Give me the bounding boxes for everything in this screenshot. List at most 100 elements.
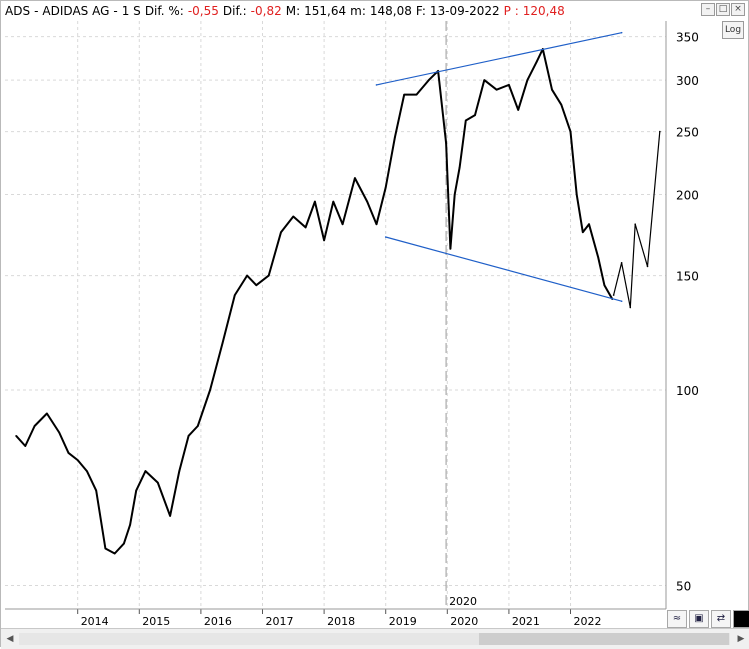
upper-trendline xyxy=(376,32,622,86)
data-point xyxy=(629,306,632,309)
maximize-icon[interactable]: □ xyxy=(716,3,730,16)
data-point xyxy=(428,79,430,81)
data-point xyxy=(483,79,486,81)
log-scale-button[interactable]: Log xyxy=(722,21,744,39)
data-point xyxy=(129,524,131,526)
data-point xyxy=(612,294,615,296)
data-point xyxy=(113,552,116,555)
data-point xyxy=(384,236,387,238)
data-point xyxy=(76,459,79,461)
data-point xyxy=(292,215,295,218)
max-value: 151,64 xyxy=(304,4,347,18)
chart-tools: ≈ ▣ ⇄ ■ xyxy=(667,610,749,628)
data-point xyxy=(144,470,147,472)
data-point xyxy=(403,93,405,96)
horizontal-scrollbar[interactable]: ◀ ▶ xyxy=(1,628,749,649)
data-point xyxy=(517,109,519,111)
data-point xyxy=(169,515,171,517)
lower-trendline xyxy=(385,236,622,302)
data-point xyxy=(95,489,97,492)
data-point xyxy=(588,223,590,226)
data-point xyxy=(394,136,396,139)
data-point xyxy=(620,261,623,264)
chart-header: ADS - ADIDAS AG -1 S Dif. %: -0,55 Dif.: -0,82 M… xyxy=(5,4,569,20)
x-tick-label: 2019 xyxy=(389,615,417,628)
data-point xyxy=(178,470,181,472)
color-square-icon[interactable]: ■ xyxy=(733,610,749,628)
data-point xyxy=(255,284,258,286)
dif-value: -0,82 xyxy=(250,4,282,18)
x-tick-label: 2016 xyxy=(204,615,232,628)
data-point xyxy=(634,223,636,226)
close-icon[interactable]: × xyxy=(731,3,745,16)
data-point xyxy=(341,223,344,226)
cursor-date-label: 2020 xyxy=(449,595,477,608)
projection-line xyxy=(613,131,661,309)
save-icon[interactable]: ▣ xyxy=(689,610,709,628)
data-point xyxy=(375,84,378,86)
minimize-icon[interactable]: – xyxy=(701,3,715,16)
y-tick-label: 50 xyxy=(676,579,691,593)
data-point xyxy=(449,247,452,250)
data-point xyxy=(15,435,17,437)
sync-icon[interactable]: ⇄ xyxy=(711,610,731,628)
x-tick-label: 2017 xyxy=(266,615,294,628)
min-value: 148,08 xyxy=(369,4,412,18)
data-point xyxy=(24,445,27,447)
data-point xyxy=(46,412,48,415)
data-point xyxy=(375,223,378,226)
price-value: 120,48 xyxy=(522,4,565,18)
data-point xyxy=(156,481,159,484)
x-tick-label: 2020 xyxy=(450,615,478,628)
header-name: ADIDAS AG xyxy=(42,4,110,18)
data-point xyxy=(323,239,325,242)
price-series-line xyxy=(15,48,614,555)
data-point xyxy=(620,31,623,34)
data-point xyxy=(135,489,138,492)
window-buttons: – □ × xyxy=(701,3,745,16)
data-point xyxy=(86,470,88,472)
data-point xyxy=(569,130,572,133)
data-point xyxy=(575,193,578,196)
difpct-label: Dif. %: xyxy=(144,4,184,18)
date-value: 13-09-2022 xyxy=(429,4,500,18)
header-symbol: ADS xyxy=(5,4,31,18)
data-point xyxy=(314,200,316,203)
data-point xyxy=(332,200,335,203)
data-point xyxy=(474,114,476,116)
data-point xyxy=(458,166,461,169)
date-label: F: xyxy=(415,4,426,18)
price-label: P : xyxy=(503,4,519,18)
x-tick-label: 2015 xyxy=(142,615,170,628)
data-point xyxy=(445,142,447,144)
y-tick-label: 200 xyxy=(676,189,699,203)
data-point xyxy=(415,93,418,96)
data-point xyxy=(526,79,529,81)
scroll-track[interactable] xyxy=(19,633,730,645)
header-period: 1 S xyxy=(121,4,141,18)
data-point xyxy=(221,342,224,345)
data-point xyxy=(659,130,661,133)
zoom-icon[interactable]: ≈ xyxy=(667,610,687,628)
data-point xyxy=(620,300,623,303)
x-tick-label: 2018 xyxy=(327,615,355,628)
data-point xyxy=(464,119,467,122)
x-tick-label: 2021 xyxy=(512,615,540,628)
data-point xyxy=(603,284,606,286)
data-point xyxy=(551,88,553,91)
data-point xyxy=(246,274,248,277)
data-point xyxy=(453,193,456,196)
data-point xyxy=(366,200,369,203)
price-chart[interactable]: 50 100 150 200 250 300 350 2014 2015 2016 2017 2018… xyxy=(1,1,749,628)
x-tick-label: 2014 xyxy=(81,615,109,628)
difpct-value: -0,55 xyxy=(187,4,219,18)
scroll-thumb[interactable] xyxy=(479,633,729,645)
data-point xyxy=(384,186,387,189)
y-tick-label: 350 xyxy=(676,31,699,45)
data-point xyxy=(495,88,498,91)
scroll-left-icon[interactable]: ◀ xyxy=(6,634,14,644)
x-tick-label: 2022 xyxy=(574,615,602,628)
data-point xyxy=(597,256,600,259)
scroll-right-icon[interactable]: ▶ xyxy=(737,634,745,644)
